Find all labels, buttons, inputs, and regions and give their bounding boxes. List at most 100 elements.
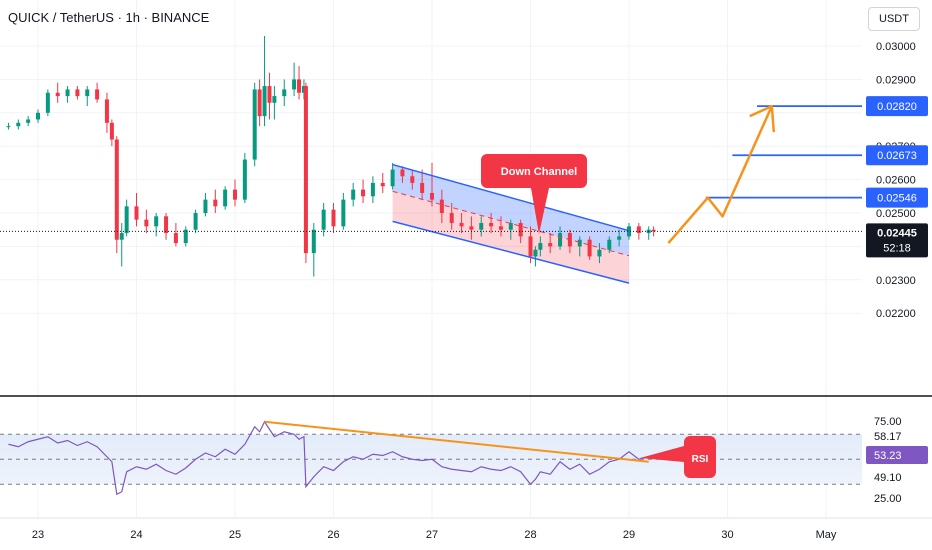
candle-body [459, 223, 464, 227]
candle [533, 246, 538, 267]
rsi-value-text: 53.23 [874, 450, 902, 462]
candle [370, 176, 375, 203]
candle [282, 79, 287, 107]
projection-arrowhead [749, 104, 776, 133]
candle-body [508, 223, 513, 230]
rsi-tick-label: 25.00 [874, 493, 902, 505]
candle [233, 179, 237, 207]
candle-body [498, 226, 503, 230]
rsi-callout-label: RSI [692, 454, 709, 465]
candle-body [420, 182, 425, 193]
x-tick-label: 27 [426, 529, 438, 541]
candle [104, 92, 109, 133]
y-tick-label: 0.02900 [876, 74, 916, 86]
candle [597, 243, 602, 264]
candle-body [55, 92, 60, 97]
candle [361, 179, 366, 203]
candle [173, 223, 178, 247]
candle [164, 213, 169, 240]
candle-body [267, 86, 272, 103]
candle [257, 79, 262, 127]
y-tick-label: 0.02200 [876, 308, 916, 320]
rsi-callout [640, 436, 716, 478]
candle [449, 202, 454, 230]
candle [518, 219, 523, 244]
candle [213, 189, 218, 213]
rsi-trendline [264, 420, 649, 463]
candle [297, 66, 302, 100]
candle-body [144, 219, 149, 227]
candle-body [518, 223, 523, 237]
candle-body [45, 92, 50, 113]
x-tick-label: 26 [327, 529, 339, 541]
level-price-tag-bg [866, 145, 928, 166]
rsi-tick-label: 75.00 [874, 416, 902, 428]
candle [380, 172, 385, 193]
candle [36, 109, 40, 123]
candle [439, 189, 444, 224]
currency-button[interactable]: USDT [868, 7, 920, 31]
channel-upper-line [392, 163, 630, 232]
candle-body [114, 139, 119, 240]
candle-body [272, 96, 277, 103]
level-price-tag: 0.02546 [866, 187, 928, 208]
candle [45, 89, 50, 117]
candle-body [6, 126, 11, 128]
current-price-tag [866, 223, 928, 258]
candle-body [489, 223, 494, 227]
candle-body [26, 119, 31, 123]
x-tick-label: 30 [721, 529, 733, 541]
candle [292, 62, 297, 97]
level-price-tag-text: 0.02673 [877, 150, 917, 162]
candle-body [65, 89, 70, 97]
candle [252, 82, 257, 167]
candle-body [119, 233, 124, 240]
candle-body [439, 199, 444, 213]
rsi-tick-label: 58.17 [874, 431, 902, 443]
candle-body [607, 239, 612, 250]
x-tick-label: 28 [524, 529, 536, 541]
candle-body [311, 229, 316, 254]
candle-body [292, 79, 297, 90]
candle [85, 86, 90, 107]
candle-body [577, 239, 582, 247]
candle-body [331, 209, 336, 227]
projection-path [667, 105, 773, 244]
candle-body [538, 243, 543, 250]
candle-body [233, 189, 237, 200]
candle [577, 236, 582, 257]
candle [183, 226, 188, 247]
candle-body [193, 213, 198, 230]
candle-body [370, 182, 375, 197]
candle [144, 209, 149, 234]
candle [26, 116, 31, 127]
candle-body [257, 89, 262, 117]
candle [6, 122, 11, 130]
candle [124, 199, 129, 237]
candle [154, 213, 159, 237]
level-price-tag-text: 0.02820 [877, 101, 917, 113]
candle-body [262, 86, 267, 117]
candle-body [154, 216, 159, 227]
candle [430, 162, 434, 207]
candle-body [380, 182, 385, 187]
candle-body [124, 206, 129, 234]
candle-body [528, 236, 533, 257]
rsi-tick-label: 49.10 [874, 472, 902, 484]
candle-body [104, 99, 109, 123]
candle-body [400, 169, 405, 177]
candle-body [321, 209, 326, 230]
candle [617, 229, 622, 247]
candle-body [282, 89, 287, 97]
candle-body [390, 169, 395, 187]
candle-body [223, 189, 228, 207]
candle-body [627, 226, 631, 237]
x-tick-label: 24 [130, 529, 142, 541]
candle [311, 223, 316, 277]
candle-body [109, 122, 114, 140]
candle-body [469, 226, 474, 230]
candle [627, 223, 631, 240]
candle-body [242, 159, 247, 200]
candle [134, 192, 139, 227]
